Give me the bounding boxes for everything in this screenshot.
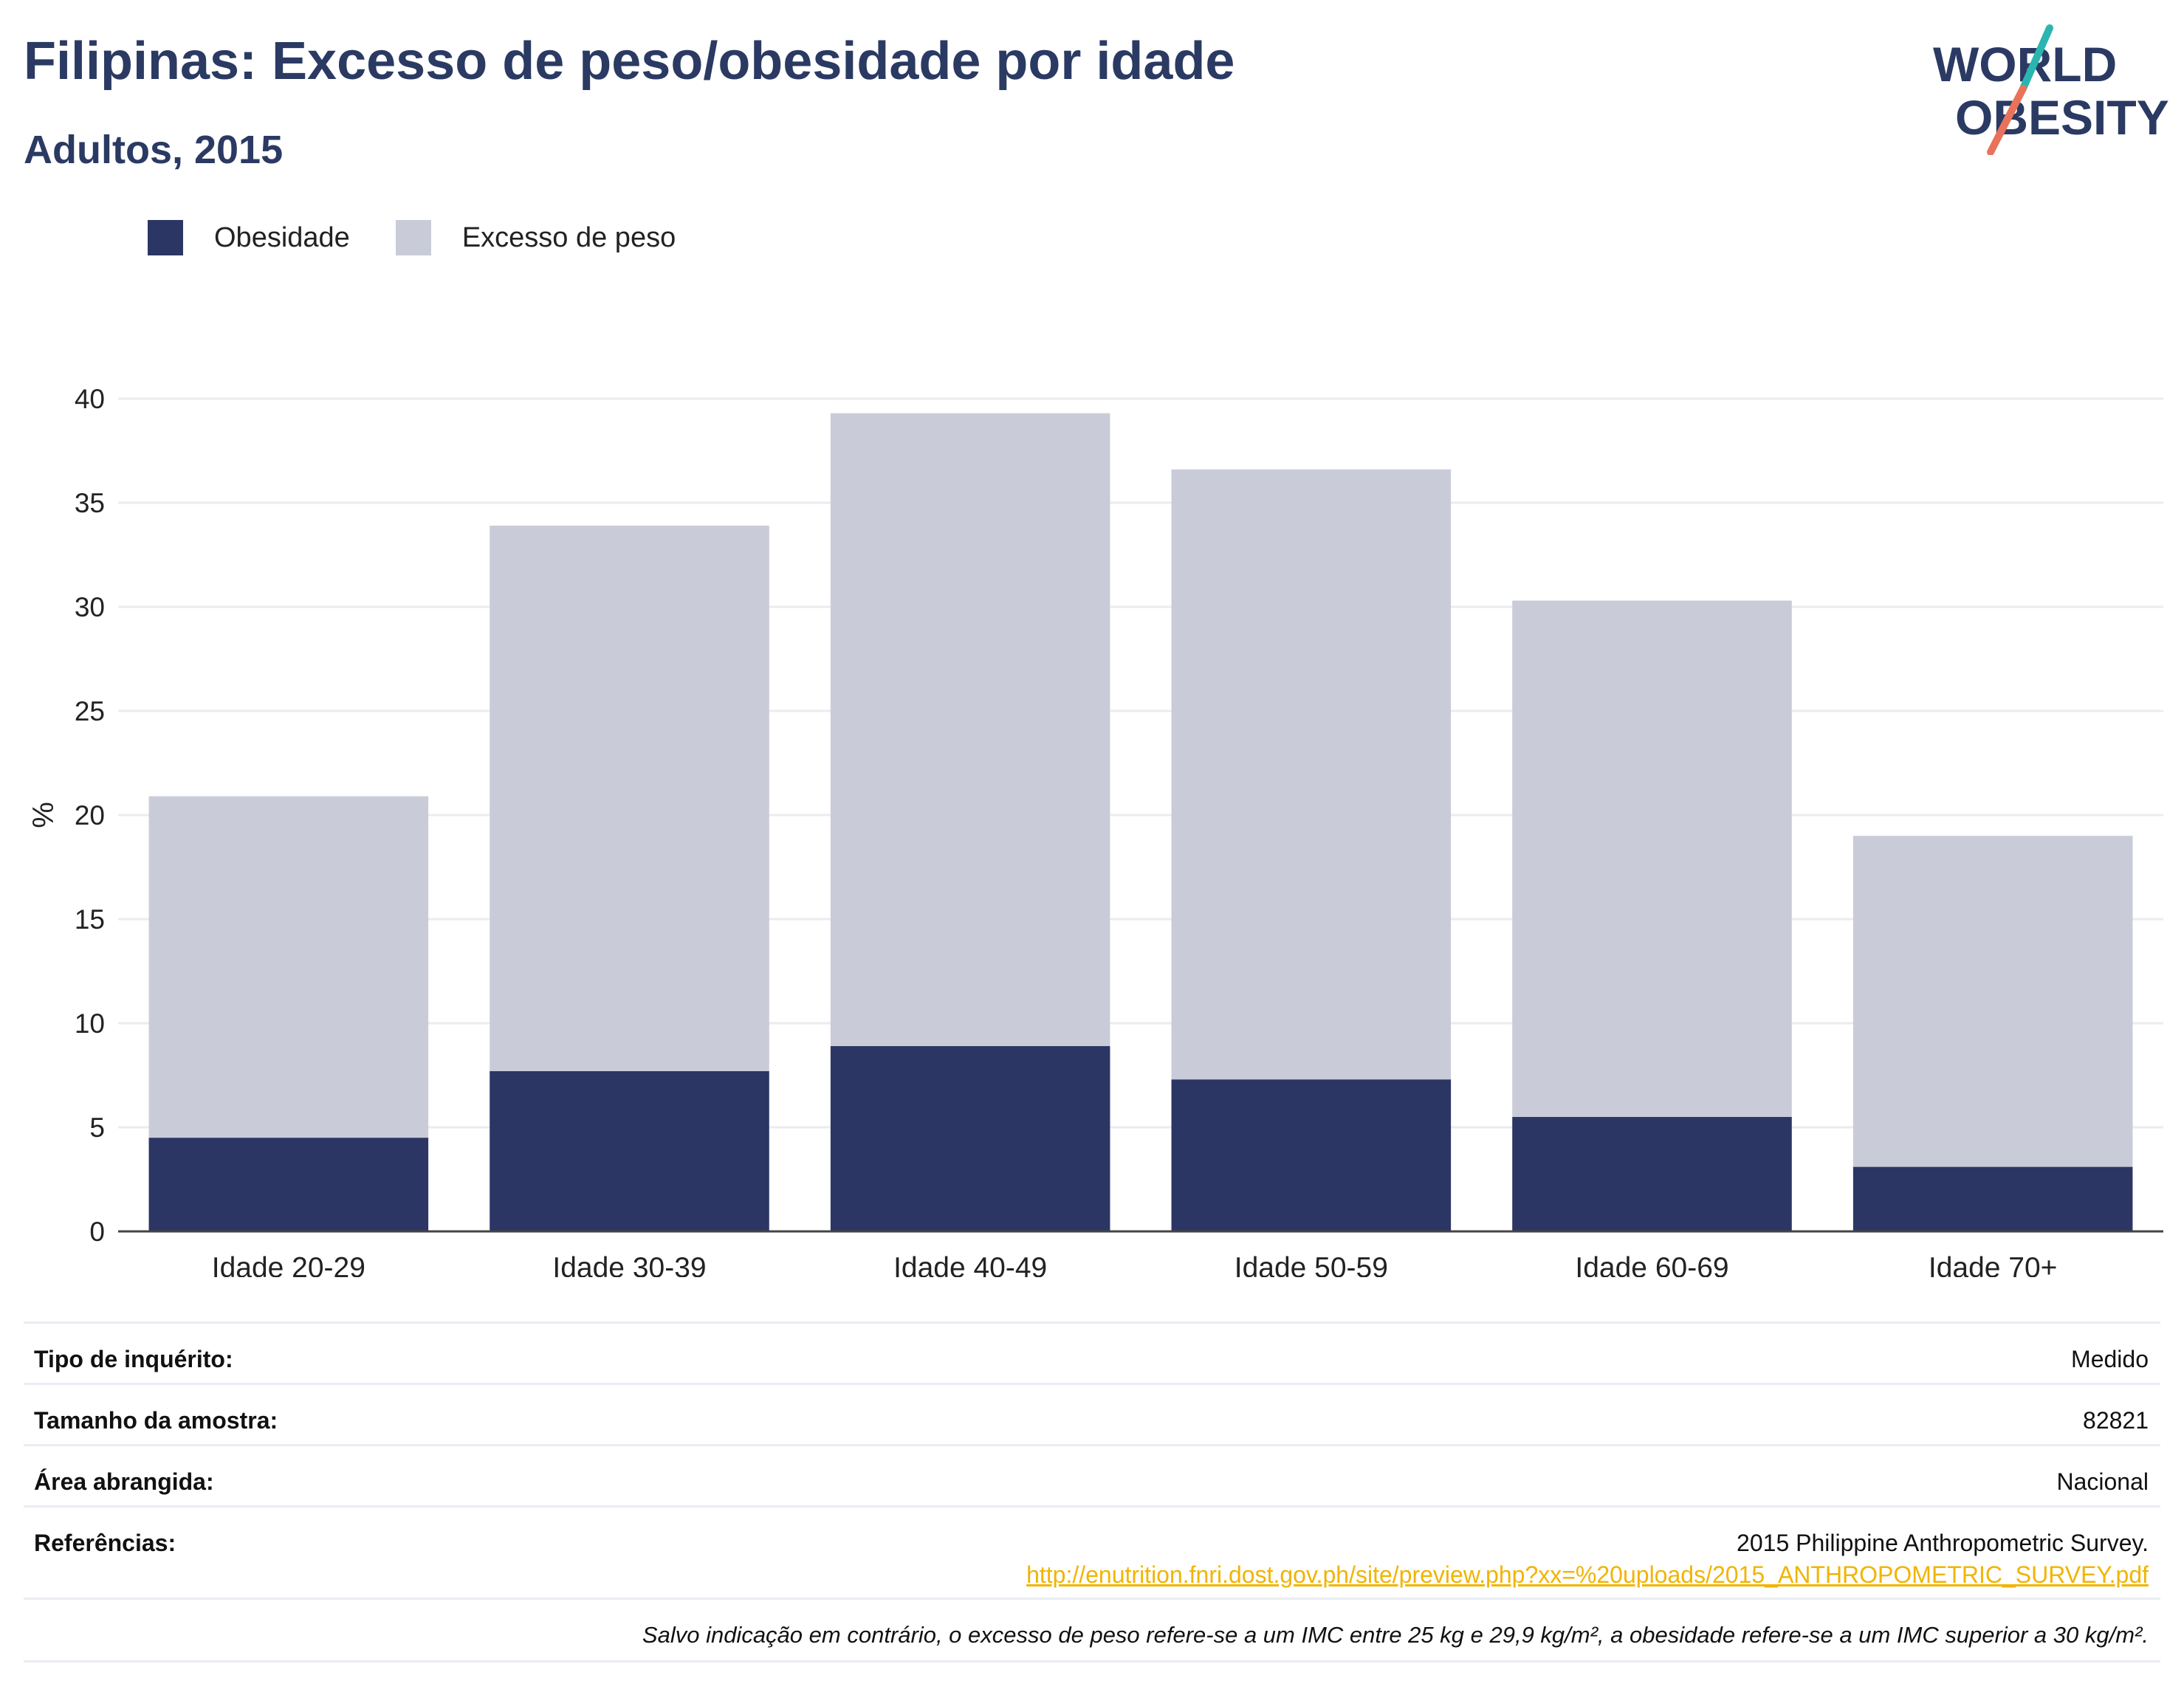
y-tick-label: 25 [75, 696, 105, 726]
page-subtitle: Adultos, 2015 [24, 128, 284, 172]
stacked-bar-chart: 0 5 10 15 20 25 30 35 40% Idade 20-29 Idade 30-39 I… [27, 384, 2163, 1277]
bar-excesso-de-peso [830, 413, 1110, 1047]
bar-excesso-de-peso [148, 796, 429, 1138]
meta-value: 2015 Philippine Anthropometric Survey. h… [1026, 1530, 2149, 1589]
meta-label: Tipo de inquérito: [34, 1346, 233, 1372]
y-tick-label: 20 [75, 800, 105, 831]
legend-swatch-excesso-de-peso [395, 220, 431, 255]
footnote: Salvo indicação em contrário, o excesso … [642, 1622, 2149, 1648]
y-tick-label: 15 [75, 904, 105, 935]
logo-line-2: OBESITY [1955, 90, 2169, 145]
legend-label-excesso-de-peso: Excesso de peso [461, 221, 676, 253]
meta-label: Tamanho da amostra: [34, 1407, 278, 1434]
reference-text: 2015 Philippine Anthropometric Survey. [1737, 1530, 2149, 1556]
legend-item-excesso-de-peso[interactable]: Excesso de peso [395, 220, 676, 255]
y-tick-label: 5 [89, 1113, 105, 1143]
meta-row-coverage-area: Área abrangida: Nacional [24, 1444, 2160, 1505]
x-tick-label: Idade 20-29 [212, 1252, 365, 1277]
legend-swatch-obesidade [148, 220, 183, 255]
meta-row-survey-type: Tipo de inquérito: Medido [24, 1321, 2160, 1383]
bar-obesidade [490, 1070, 769, 1231]
meta-label: Referências: [34, 1530, 176, 1556]
logo-slash-coral [1987, 85, 2027, 155]
bar-obesidade [1852, 1166, 2133, 1231]
y-tick-label: 0 [89, 1217, 105, 1247]
bar-excesso-de-peso [1852, 836, 2133, 1167]
bar-obesidade [1512, 1116, 1792, 1231]
bar-excesso-de-peso [1512, 600, 1792, 1117]
x-tick-label: Idade 50-59 [1234, 1252, 1388, 1277]
legend-item-obesidade[interactable]: Obesidade [148, 220, 350, 255]
bar-obesidade [830, 1046, 1110, 1231]
bar-obesidade [1171, 1079, 1452, 1231]
y-tick-label: 30 [75, 592, 105, 622]
reference-link[interactable]: http://enutrition.fnri.dost.gov.ph/site/… [1026, 1561, 2149, 1588]
page-title: Filipinas: Excesso de peso/obesidade por… [24, 32, 1235, 91]
y-tick-label: 35 [75, 488, 105, 518]
meta-row-sample-size: Tamanho da amostra: 82821 [24, 1383, 2160, 1444]
world-obesity-logo: WORLD OBESITY [1933, 24, 2169, 155]
bar-excesso-de-peso [490, 526, 769, 1071]
bar-excesso-de-peso [1171, 469, 1452, 1080]
x-tick-label: Idade 70+ [1929, 1252, 2058, 1277]
y-tick-label: 10 [75, 1008, 105, 1039]
meta-value: Nacional [2056, 1468, 2149, 1495]
meta-row-note: Salvo indicação em contrário, o excesso … [24, 1598, 2160, 1663]
x-tick-label: Idade 60-69 [1575, 1252, 1728, 1277]
x-tick-label: Idade 30-39 [552, 1252, 706, 1277]
bar-obesidade [148, 1138, 429, 1231]
y-tick-label: 40 [75, 384, 105, 414]
meta-row-references: Referências: 2015 Philippine Anthropomet… [24, 1505, 2160, 1598]
x-tick-label: Idade 40-49 [893, 1252, 1047, 1277]
logo-slash-teal [2019, 24, 2053, 92]
chart-legend: Obesidade Excesso de peso [148, 219, 721, 257]
y-axis-label: % [27, 802, 60, 828]
legend-label-obesidade: Obesidade [214, 221, 350, 253]
meta-label: Área abrangida: [34, 1468, 214, 1495]
meta-value: 82821 [2083, 1407, 2149, 1434]
metadata-table: Tipo de inquérito: Medido Tamanho da amo… [24, 1321, 2160, 1663]
meta-value: Medido [2071, 1346, 2149, 1372]
